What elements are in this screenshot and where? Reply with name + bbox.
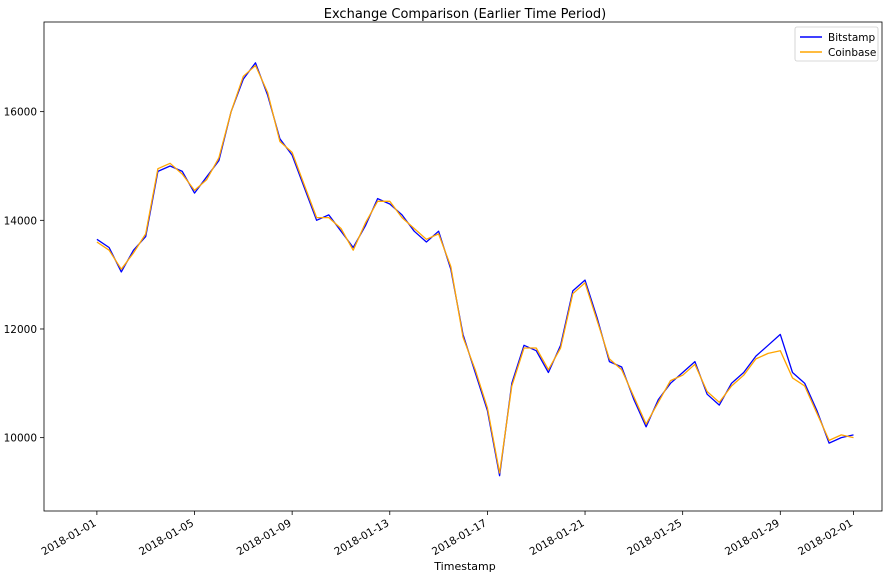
x-tick-label: 2018-01-13 (332, 517, 391, 558)
series-line-bitstamp (96, 62, 854, 477)
series-line-coinbase (96, 64, 854, 474)
x-tick-label: 2018-01-29 (723, 517, 782, 558)
x-axis-label: Timestamp (433, 560, 495, 573)
legend-label-bitstamp: Bitstamp (828, 32, 875, 44)
y-tick-label: 14000 (4, 215, 37, 227)
x-axis: 2018-01-01 2018-01-05 2018-01-09 2018-01-13… (40, 511, 855, 558)
y-tick-label: 10000 (4, 433, 37, 445)
x-tick-label: 2018-01-09 (235, 517, 294, 558)
chart-title: Exchange Comparison (Earlier Time Period… (324, 7, 606, 22)
y-tick-label: 12000 (4, 324, 37, 336)
legend: Bitstamp Coinbase (794, 26, 879, 62)
x-tick-label: 2018-01-05 (137, 517, 196, 558)
plot-frame (43, 21, 883, 512)
x-tick-label: 2018-01-25 (625, 517, 684, 558)
y-axis: 10000 12000 14000 16000 (4, 107, 44, 445)
legend-label-coinbase: Coinbase (828, 47, 876, 59)
series-layer (96, 62, 854, 477)
x-tick-label: 2018-01-17 (430, 517, 489, 558)
x-tick-label: 2018-01-01 (40, 517, 99, 558)
x-tick-label: 2018-02-01 (796, 517, 855, 558)
y-tick-label: 16000 (4, 107, 37, 119)
x-tick-label: 2018-01-21 (528, 517, 587, 558)
